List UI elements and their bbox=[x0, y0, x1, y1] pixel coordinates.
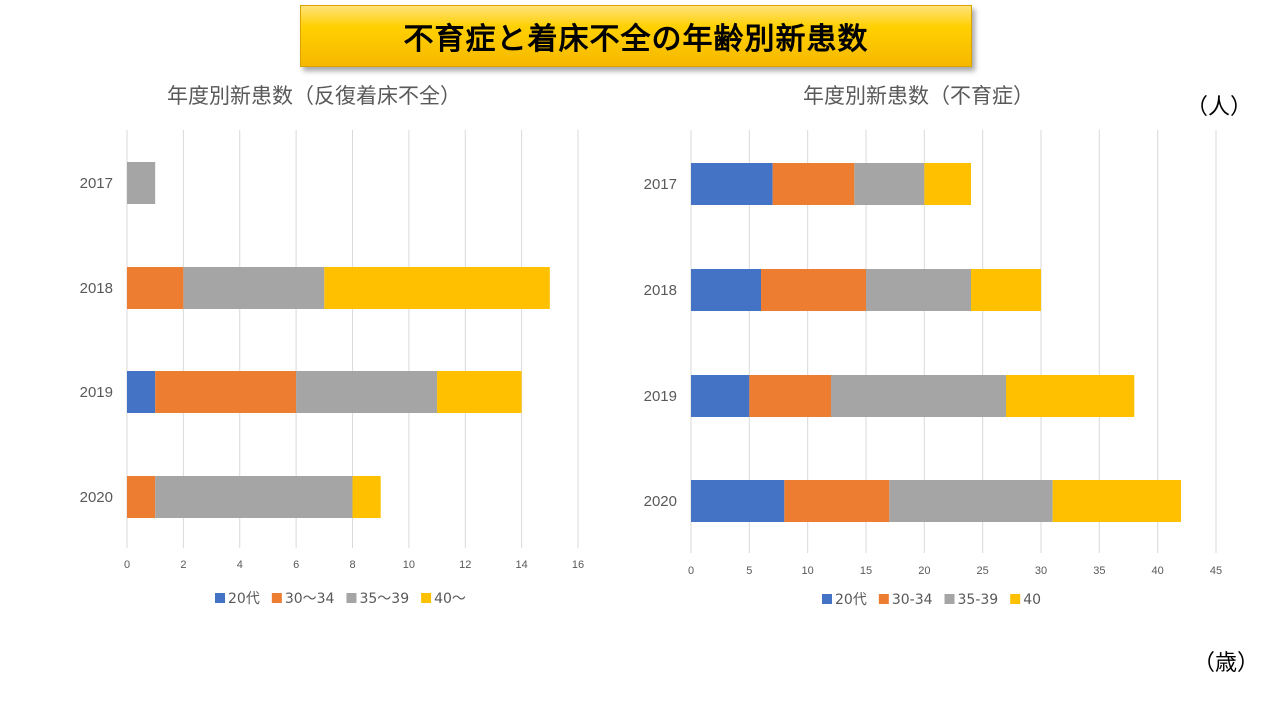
left-legend-label-4: 40〜 bbox=[434, 591, 466, 607]
right-category-label: 2019 bbox=[644, 388, 677, 405]
right-bar-2018-series-3 bbox=[866, 269, 971, 311]
left-legend-swatch-2 bbox=[271, 593, 282, 603]
right-bar-2020-series-4 bbox=[1052, 480, 1181, 522]
left-bar-2019-series-4 bbox=[437, 371, 522, 413]
right-bar-2020-series-2 bbox=[784, 480, 890, 522]
page-title: 不育症と着床不全の年齢別新患数 bbox=[403, 22, 869, 57]
right-bar-2017-series-2 bbox=[772, 163, 855, 205]
left-category-label: 2020 bbox=[80, 489, 113, 506]
left-x-tick-label: 8 bbox=[349, 559, 355, 571]
right-bar-2020-series-1 bbox=[691, 480, 785, 522]
right-bar-2020-series-3 bbox=[889, 480, 1053, 522]
right-category-label: 2017 bbox=[644, 176, 677, 193]
right-legend-label-3: 35-39 bbox=[958, 592, 999, 608]
left-bar-2020-series-4 bbox=[352, 476, 381, 518]
count-unit-label: （人） bbox=[1186, 95, 1253, 120]
right-x-tick-label: 25 bbox=[977, 565, 989, 577]
left-category-label: 2019 bbox=[80, 384, 113, 401]
chart-title-implantation-failure: 年度別新患数（反復着床不全） bbox=[167, 84, 461, 108]
right-bar-2017-series-1 bbox=[691, 163, 773, 205]
left-bar-2018-series-4 bbox=[324, 267, 550, 309]
left-legend-label-1: 20代 bbox=[228, 591, 260, 607]
left-x-tick-label: 16 bbox=[572, 559, 584, 571]
left-bar-2017-series-3 bbox=[127, 162, 156, 204]
right-legend-swatch-4 bbox=[1010, 594, 1021, 604]
left-legend-swatch-3 bbox=[346, 593, 357, 603]
right-legend-label-2: 30-34 bbox=[892, 592, 933, 608]
right-legend-swatch-3 bbox=[944, 594, 955, 604]
right-bar-2018-series-4 bbox=[971, 269, 1041, 311]
right-category-label: 2020 bbox=[644, 493, 677, 510]
right-bar-2018-series-1 bbox=[691, 269, 761, 311]
left-x-tick-label: 12 bbox=[459, 559, 471, 571]
left-x-tick-label: 2 bbox=[180, 559, 186, 571]
left-x-tick-label: 10 bbox=[403, 559, 415, 571]
right-bar-2017-series-4 bbox=[924, 163, 971, 205]
right-bar-2018-series-2 bbox=[761, 269, 866, 311]
chart-title-recurrent-loss: 年度別新患数（不育症） bbox=[803, 84, 1034, 108]
right-x-tick-label: 35 bbox=[1093, 565, 1105, 577]
left-x-tick-label: 4 bbox=[237, 559, 243, 571]
right-bar-2019-series-4 bbox=[1006, 375, 1135, 417]
right-x-tick-label: 0 bbox=[688, 565, 694, 577]
right-legend-swatch-2 bbox=[878, 594, 889, 604]
left-bar-2018-series-2 bbox=[127, 267, 184, 309]
right-bar-2019-series-1 bbox=[691, 375, 750, 417]
title-banner: 不育症と着床不全の年齢別新患数 bbox=[300, 5, 972, 67]
left-x-tick-label: 6 bbox=[293, 559, 299, 571]
right-legend-label-1: 20代 bbox=[835, 592, 867, 608]
right-bar-2019-series-3 bbox=[831, 375, 1006, 417]
right-x-tick-label: 5 bbox=[746, 565, 752, 577]
left-bar-2018-series-3 bbox=[183, 267, 325, 309]
left-bar-2019-series-2 bbox=[155, 371, 297, 413]
right-x-tick-label: 45 bbox=[1210, 565, 1222, 577]
right-x-tick-label: 30 bbox=[1035, 565, 1047, 577]
right-x-tick-label: 10 bbox=[802, 565, 814, 577]
right-x-tick-label: 20 bbox=[918, 565, 930, 577]
left-legend-swatch-4 bbox=[421, 593, 432, 603]
right-x-tick-label: 40 bbox=[1152, 565, 1164, 577]
left-category-label: 2018 bbox=[80, 280, 113, 297]
left-bar-2019-series-1 bbox=[127, 371, 156, 413]
right-legend-label-4: 40 bbox=[1023, 592, 1041, 608]
right-category-label: 2018 bbox=[644, 282, 677, 299]
right-x-tick-label: 15 bbox=[860, 565, 872, 577]
left-bar-2020-series-2 bbox=[127, 476, 156, 518]
right-bar-2017-series-3 bbox=[854, 163, 925, 205]
right-legend-swatch-1 bbox=[822, 594, 832, 604]
right-bar-2019-series-2 bbox=[749, 375, 831, 417]
left-category-label: 2017 bbox=[80, 175, 113, 192]
left-bar-2020-series-3 bbox=[155, 476, 353, 518]
left-legend-label-3: 35〜39 bbox=[359, 591, 409, 607]
left-x-tick-label: 14 bbox=[516, 559, 528, 571]
left-legend-swatch-1 bbox=[215, 593, 225, 603]
left-x-tick-label: 0 bbox=[124, 559, 130, 571]
left-bar-2019-series-3 bbox=[296, 371, 438, 413]
left-legend-label-2: 30〜34 bbox=[285, 591, 335, 607]
age-unit-label: （歳） bbox=[1193, 651, 1260, 676]
